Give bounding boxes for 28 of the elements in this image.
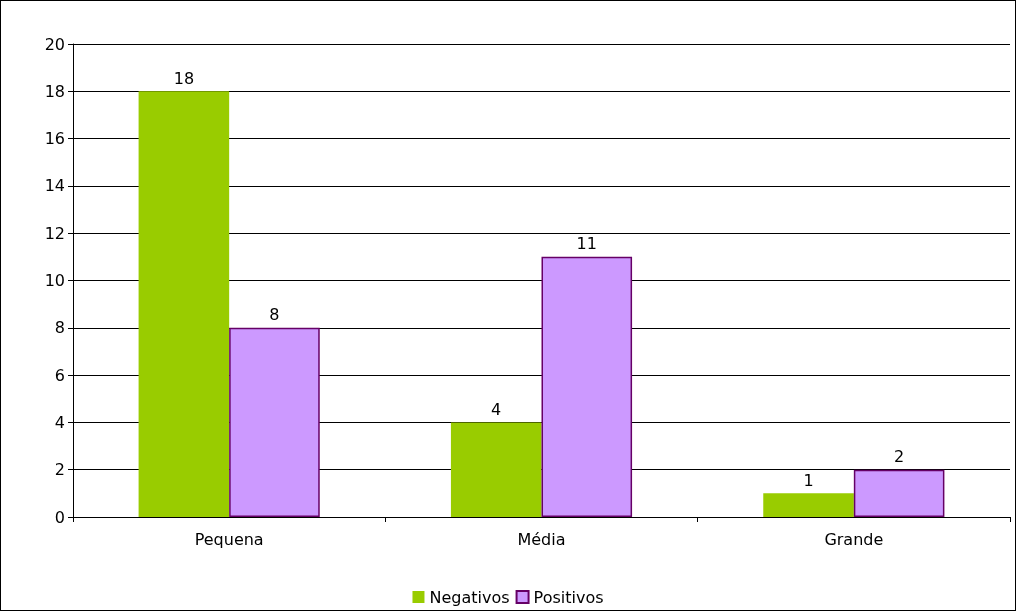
legend-label: Negativos <box>429 587 510 607</box>
y-tick-label: 4 <box>54 412 65 432</box>
bar <box>541 256 633 517</box>
data-label: 1 <box>803 470 814 490</box>
y-tick-label: 20 <box>44 34 65 54</box>
y-tick-label: 10 <box>44 271 65 290</box>
x-tick-label: Pequena <box>194 529 264 549</box>
bar <box>450 422 542 517</box>
x-tick-label: Grande <box>824 529 884 549</box>
data-label: 11 <box>576 234 597 254</box>
y-tick-label: 8 <box>54 318 65 338</box>
legend-label: Positivos <box>533 587 604 607</box>
y-tick-label: 14 <box>44 176 65 196</box>
y-tick-label: 0 <box>54 507 65 527</box>
bar <box>138 91 230 517</box>
y-tick-label: 2 <box>54 460 65 480</box>
x-tick-label: Média <box>517 529 566 549</box>
data-label: 2 <box>894 447 905 467</box>
bar <box>763 493 854 517</box>
y-tick-label: 18 <box>44 81 65 101</box>
data-label: 8 <box>269 305 280 325</box>
y-tick-label: 12 <box>44 223 65 243</box>
y-tick-label: 16 <box>44 129 65 149</box>
data-label: 18 <box>173 68 195 88</box>
bar <box>853 469 945 517</box>
bar <box>229 327 320 517</box>
y-tick-label: 6 <box>54 365 65 385</box>
data-label: 4 <box>491 399 502 419</box>
